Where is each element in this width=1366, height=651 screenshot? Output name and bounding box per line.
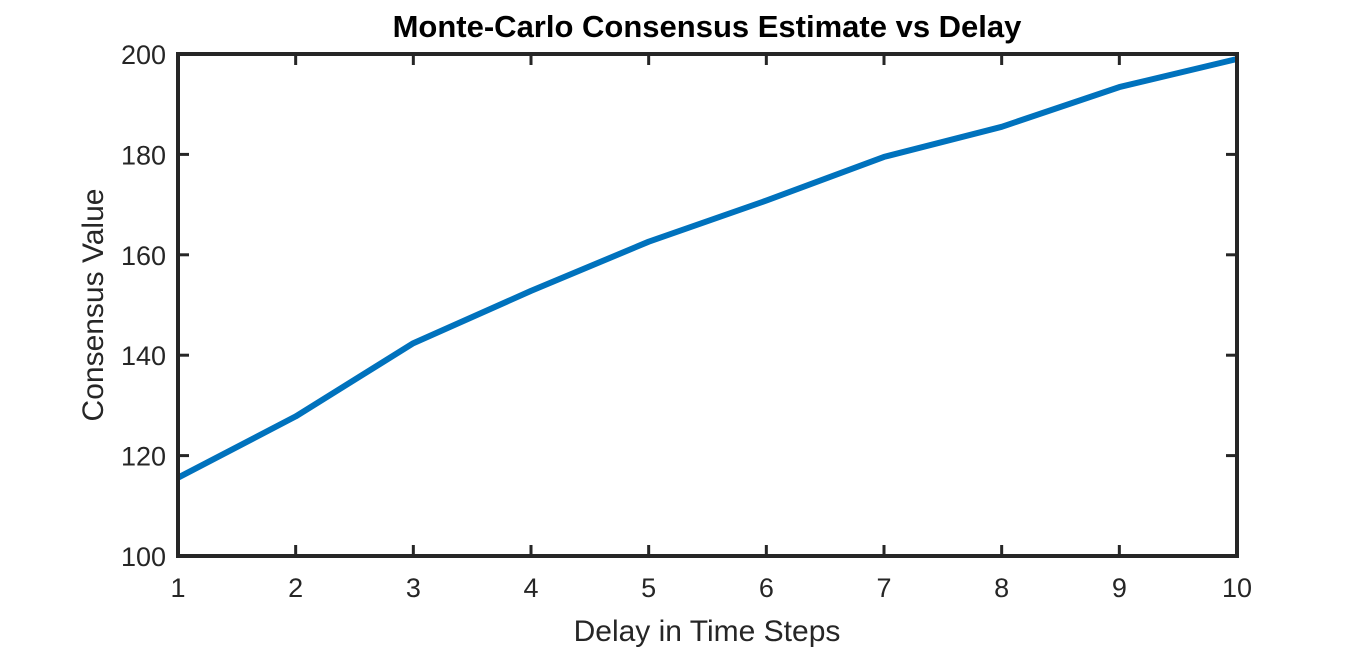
- x-tick-label: 2: [288, 573, 303, 603]
- x-tick-label: 7: [876, 573, 891, 603]
- series-line-0: [176, 56, 1238, 481]
- x-tick-label: 1: [170, 573, 185, 603]
- y-axis-label: Consensus Value: [77, 189, 110, 422]
- y-tick-label: 120: [121, 442, 166, 472]
- y-tick-label: 100: [121, 542, 166, 572]
- x-tick-label: 10: [1222, 573, 1252, 603]
- series-layer: [176, 56, 1238, 481]
- x-tick-label: 9: [1112, 573, 1127, 603]
- x-tick-label: 8: [994, 573, 1009, 603]
- plot-background: [178, 54, 1237, 556]
- x-tick-label: 5: [641, 573, 656, 603]
- x-axis-label: Delay in Time Steps: [574, 615, 841, 648]
- y-tick-label: 140: [121, 341, 166, 371]
- x-tick-label: 4: [523, 573, 538, 603]
- plot-area: [178, 54, 1237, 556]
- x-tick-labels: 1 2 3 4 5 6 7 8 9 10: [170, 573, 1252, 603]
- axes-box: [176, 52, 1239, 558]
- chart-title: Monte-Carlo Consensus Estimate vs Delay: [393, 9, 1023, 44]
- y-tick-labels: 100 120 140 160 180 200: [121, 40, 166, 572]
- y-tick-label: 180: [121, 140, 166, 170]
- y-tick-label: 200: [121, 40, 166, 70]
- x-tick-label: 6: [759, 573, 774, 603]
- y-tick-label: 160: [121, 241, 166, 271]
- x-tick-label: 3: [406, 573, 421, 603]
